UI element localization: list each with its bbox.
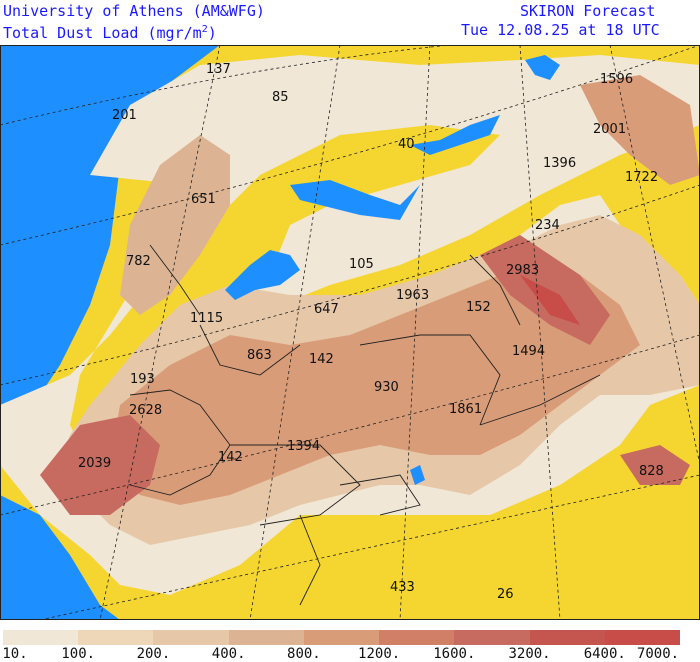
variable-title: Total Dust Load (mgr/m2) [3,21,217,42]
value-label: 1963 [396,288,429,303]
value-label: 40 [398,137,415,152]
legend-tick-label: 400. [211,646,246,662]
variable-superscript: 2 [201,24,208,35]
iberia-dust-plume [120,135,230,315]
value-label: 201 [112,108,137,123]
adriatic-aegean-sea [290,180,420,220]
west-mediterranean [225,250,300,300]
graticule [0,45,700,620]
dust-load-map: 1596 137 85 201 2001 40 1396 1722 651 23… [0,45,700,620]
value-label: 1722 [625,170,658,185]
value-label: 142 [309,352,334,367]
legend-tick-label: 6400. [583,646,626,662]
value-label: 105 [349,257,374,272]
legend-tick-label: 200. [136,646,171,662]
variable-close: ) [207,24,217,42]
black-sea [410,115,500,155]
country-borders [129,244,601,606]
atlantic-ocean [0,45,220,405]
value-label: 1394 [287,439,320,454]
legend-tick-label: 1200. [358,646,401,662]
legend-tick-label: 7000. [636,646,680,662]
legend-swatch [153,630,229,645]
variable-name: Total Dust Load (mgr/m [3,24,202,42]
value-label: 234 [535,218,560,233]
legend-tick-label: 3200. [508,646,551,662]
value-label: 1494 [512,344,545,359]
value-label: 2983 [506,263,539,278]
value-label: 1115 [190,311,223,326]
east-africa-hotspot [620,445,690,485]
legend-swatch [78,630,154,645]
legend-tick-label: 10. [2,646,28,662]
valid-time: Tue 12.08.25 at 18 UTC [461,21,660,39]
value-label: 2001 [593,122,626,137]
caspian-sea [525,55,560,80]
value-label: 2039 [78,456,111,471]
west-africa-hotspot [40,415,160,515]
value-label: 651 [191,192,216,207]
central-asia-dust [580,75,700,185]
lake-chad [410,465,425,485]
value-label: 1396 [543,156,576,171]
value-label: 1861 [449,402,482,417]
legend-swatch [379,630,455,645]
value-label: 193 [130,372,155,387]
mesopotamia-core [520,275,580,325]
legend-swatch [529,630,605,645]
value-label: 930 [374,380,399,395]
legend-swatch [228,630,304,645]
value-label: 828 [639,464,664,479]
legend-swatch [454,630,530,645]
color-legend [3,630,680,645]
value-label: 152 [466,300,491,315]
legend-swatch [604,630,680,645]
legend-tick-label: 100. [61,646,96,662]
value-label: 137 [206,62,231,77]
value-label: 85 [272,90,289,105]
value-label: 2628 [129,403,162,418]
legend-swatch [3,630,79,645]
value-label: 433 [390,580,415,595]
legend-tick-label: 800. [287,646,321,662]
value-label: 142 [218,450,243,465]
product-title: SKIRON Forecast [520,2,656,20]
value-label: 647 [314,302,339,317]
value-label: 782 [126,254,151,269]
institution-title: University of Athens (AM&WFG) [3,2,265,20]
legend-tick-label: 1600. [433,646,476,662]
legend-swatch [303,630,380,645]
value-label: 26 [497,587,514,602]
value-label: 1596 [600,72,633,87]
atlantic-ocean-south [0,495,120,620]
value-label: 863 [247,348,272,363]
